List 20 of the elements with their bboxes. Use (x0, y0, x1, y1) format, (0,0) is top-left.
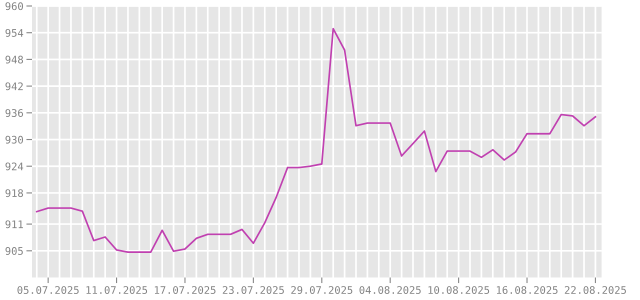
x-tick-label: 23.07.2025 (222, 286, 284, 294)
x-tick-label: 11.07.2025 (86, 286, 148, 294)
x-tick-label: 05.07.2025 (17, 286, 79, 294)
x-tick-label: 04.08.2025 (360, 286, 421, 294)
x-tick-label: 16.08.2025 (496, 286, 558, 294)
y-tick-label: 905 (6, 247, 23, 255)
x-tick-label: 22.08.2025 (564, 286, 626, 294)
y-tick-label: 936 (6, 109, 23, 117)
x-tick-label: 17.07.2025 (154, 286, 216, 294)
y-tick-label: 918 (6, 189, 23, 198)
y-tick-label: 948 (6, 56, 23, 64)
x-tick-label: 29.07.2025 (291, 286, 352, 294)
y-tick-label: 911 (6, 220, 23, 228)
y-tick-label: 954 (6, 28, 24, 37)
y-tick-label: 924 (6, 162, 24, 170)
line-series (36, 28, 596, 253)
x-tick-label: 10.08.2025 (428, 286, 490, 294)
y-tick-label: 930 (6, 136, 23, 144)
y-tick-label: 960 (6, 2, 23, 10)
y-tick-label: 942 (6, 82, 23, 90)
